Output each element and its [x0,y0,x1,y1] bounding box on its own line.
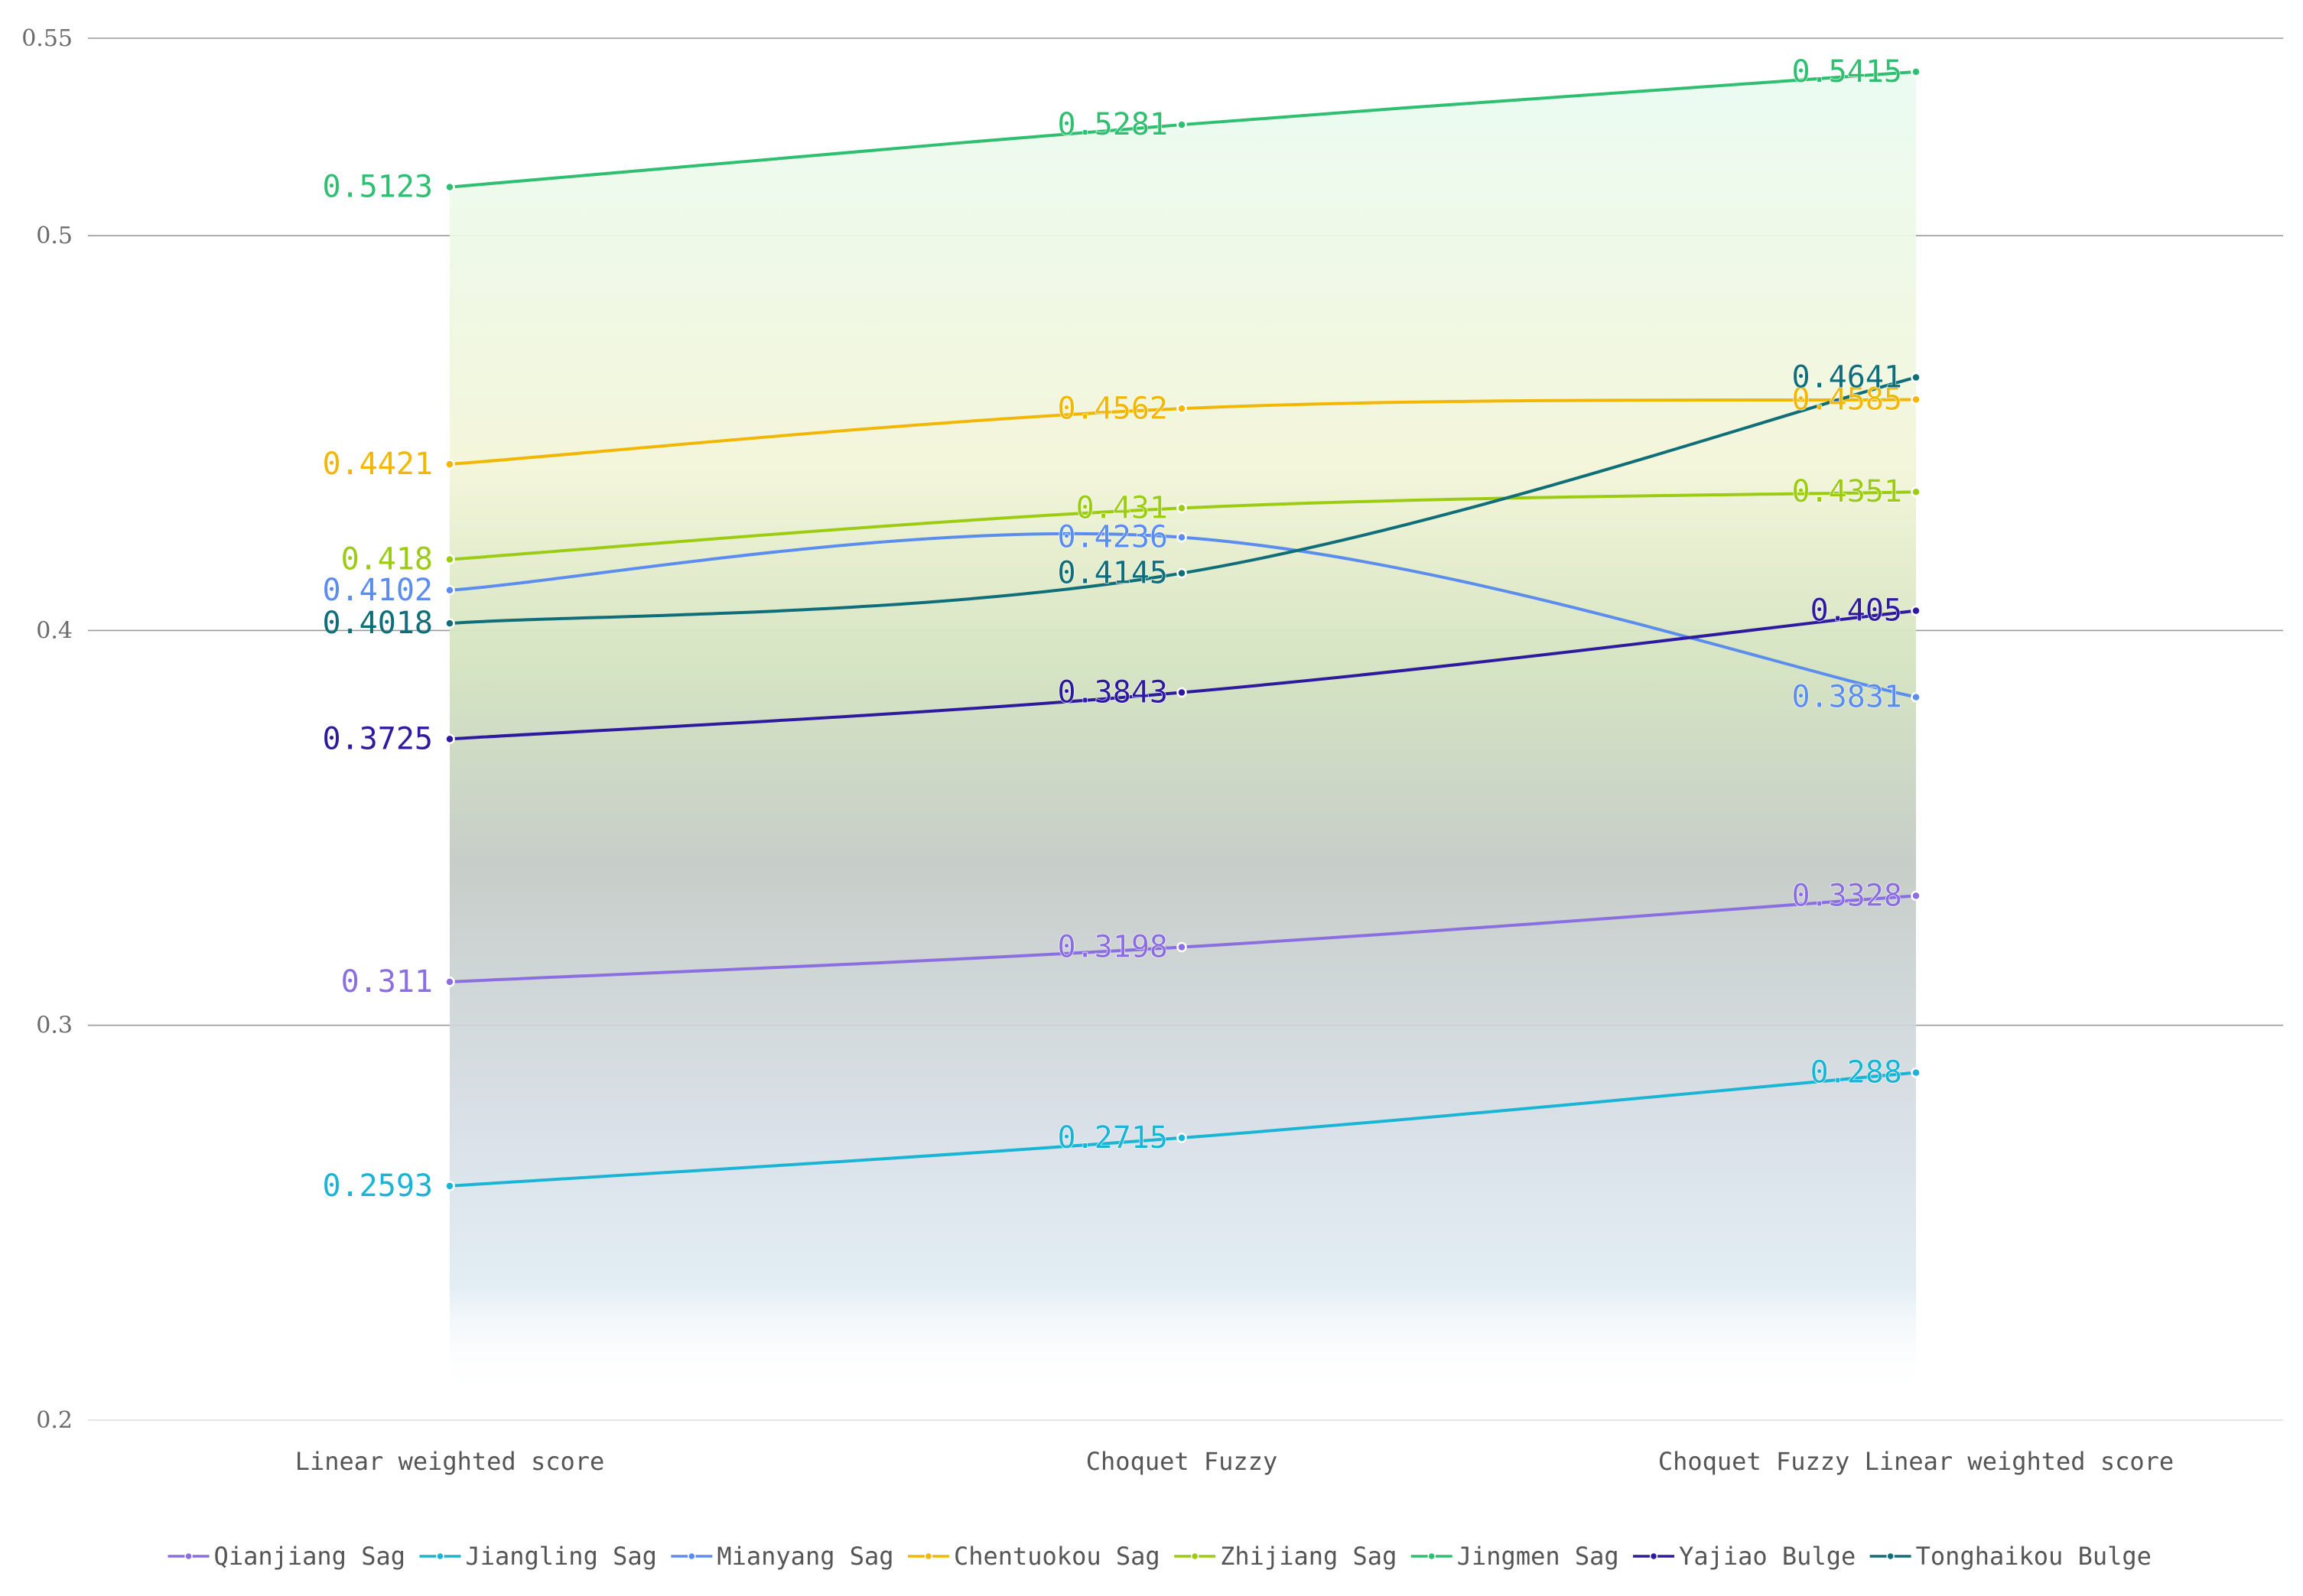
data-label-zhijiang-sag: 0.431 [1076,490,1168,525]
data-label-yajiao-bulge: 0.3843 [1058,674,1169,710]
x-tick-label: Choquet Fuzzy Linear weighted score [1658,1447,2174,1476]
data-point-chentuokou-sag[interactable] [1911,394,1921,405]
data-label-jingmen-sag: 0.5415 [1792,54,1903,89]
data-point-tonghaikou-bulge[interactable] [1176,567,1187,579]
legend-label: Mianyang Sag [717,1542,893,1571]
data-label-jingmen-sag: 0.5281 [1058,107,1169,142]
data-label-mianyang-sag: 0.4236 [1058,520,1169,555]
legend-item-chentuokou-sag[interactable]: Chentuokou Sag [907,1542,1160,1571]
data-point-mianyang-sag[interactable] [1176,531,1187,543]
legend-swatch-dot [1886,1552,1895,1561]
data-point-tonghaikou-bulge[interactable] [1911,372,1921,383]
legend: Qianjiang Sag Jiangling Sag Mianyang Sag Ch… [168,1542,2152,1571]
legend-swatch-dot [688,1552,696,1561]
data-point-mianyang-sag[interactable] [1911,691,1921,703]
data-point-qianjiang-sag[interactable] [1176,941,1187,953]
data-point-yajiao-bulge[interactable] [444,733,455,745]
data-label-tonghaikou-bulge: 0.4641 [1792,359,1903,395]
data-point-qianjiang-sag[interactable] [1911,890,1921,902]
legend-label: Jiangling Sag [465,1542,656,1571]
area-fill-shape [450,71,1916,1393]
data-label-yajiao-bulge: 0.405 [1810,593,1902,629]
data-point-zhijiang-sag[interactable] [444,554,455,565]
legend-item-yajiao-bulge[interactable]: Yajiao Bulge [1633,1542,1856,1571]
data-point-jiangling-sag[interactable] [1911,1067,1921,1078]
data-point-jingmen-sag[interactable] [1176,119,1187,130]
area-fill [450,71,1916,1393]
legend-swatch-dot [436,1552,444,1561]
data-label-mianyang-sag: 0.3831 [1792,680,1903,715]
legend-item-qianjiang-sag[interactable]: Qianjiang Sag [168,1542,405,1571]
data-labels: 0.311 0.3198 0.3328 0.2593 0.2715 0.288 0.4102… [323,54,1903,1204]
legend-label: Yajiao Bulge [1679,1542,1856,1571]
y-tick-label: 0.4 [36,617,73,644]
data-point-chentuokou-sag[interactable] [444,459,455,470]
series-points [444,67,1921,1191]
data-point-chentuokou-sag[interactable] [1176,403,1187,414]
data-point-mianyang-sag[interactable] [444,585,455,596]
legend-item-jingmen-sag[interactable]: Jingmen Sag [1410,1542,1619,1571]
y-tick-label: 0.2 [36,1407,73,1434]
legend-label: Chentuokou Sag [954,1542,1160,1571]
legend-item-mianyang-sag[interactable]: Mianyang Sag [671,1542,894,1571]
data-label-mianyang-sag: 0.4102 [323,573,434,608]
legend-label: Qianjiang Sag [214,1542,405,1571]
data-point-yajiao-bulge[interactable] [1911,605,1921,616]
data-point-jingmen-sag[interactable] [444,181,455,193]
legend-item-jiangling-sag[interactable]: Jiangling Sag [419,1542,657,1571]
data-point-tonghaikou-bulge[interactable] [444,618,455,629]
data-label-jiangling-sag: 0.2593 [323,1169,434,1204]
legend-swatch-dot [1190,1552,1199,1561]
y-tick-label: 0.55 [21,25,73,52]
legend-item-tonghaikou-bulge[interactable]: Tonghaikou Bulge [1869,1542,2152,1571]
data-label-qianjiang-sag: 0.311 [341,964,433,1000]
legend-item-zhijiang-sag[interactable]: Zhijiang Sag [1174,1542,1397,1571]
data-point-zhijiang-sag[interactable] [1176,502,1187,514]
data-label-qianjiang-sag: 0.3198 [1058,929,1169,964]
x-tick-label: Choquet Fuzzy [1086,1447,1277,1476]
data-label-chentuokou-sag: 0.4585 [1792,382,1903,417]
data-label-jiangling-sag: 0.2715 [1058,1120,1169,1156]
legend-label: Zhijiang Sag [1220,1542,1397,1571]
data-label-chentuokou-sag: 0.4562 [1058,391,1169,426]
y-tick-label: 0.5 [36,223,73,249]
y-tick-label: 0.3 [36,1013,73,1039]
data-point-jiangling-sag[interactable] [444,1181,455,1191]
legend-swatch-dot [1649,1552,1658,1561]
legend-label: Jingmen Sag [1457,1542,1619,1571]
data-label-jiangling-sag: 0.288 [1810,1055,1902,1091]
legend-label: Tonghaikou Bulge [1916,1542,2152,1571]
legend-swatch-dot [1427,1552,1436,1561]
x-tick-label: Linear weighted score [295,1447,605,1476]
data-point-qianjiang-sag[interactable] [444,977,455,987]
data-label-zhijiang-sag: 0.418 [341,541,433,577]
data-label-tonghaikou-bulge: 0.4018 [323,606,434,641]
data-label-tonghaikou-bulge: 0.4145 [1058,556,1169,591]
data-label-qianjiang-sag: 0.3328 [1792,878,1903,913]
data-point-yajiao-bulge[interactable] [1176,687,1187,698]
legend-swatch-dot [924,1552,933,1561]
data-label-yajiao-bulge: 0.3725 [323,721,434,756]
data-label-zhijiang-sag: 0.4351 [1792,474,1903,509]
data-point-jiangling-sag[interactable] [1176,1133,1187,1143]
data-point-jingmen-sag[interactable] [1911,67,1921,77]
data-label-chentuokou-sag: 0.4421 [323,447,434,482]
data-point-zhijiang-sag[interactable] [1911,486,1921,497]
legend-swatch-dot [184,1552,193,1561]
data-label-jingmen-sag: 0.5123 [323,170,434,205]
axes: 0.2 0.3 0.4 0.5 0.55 Linear weighted score Cho… [21,25,2174,1476]
